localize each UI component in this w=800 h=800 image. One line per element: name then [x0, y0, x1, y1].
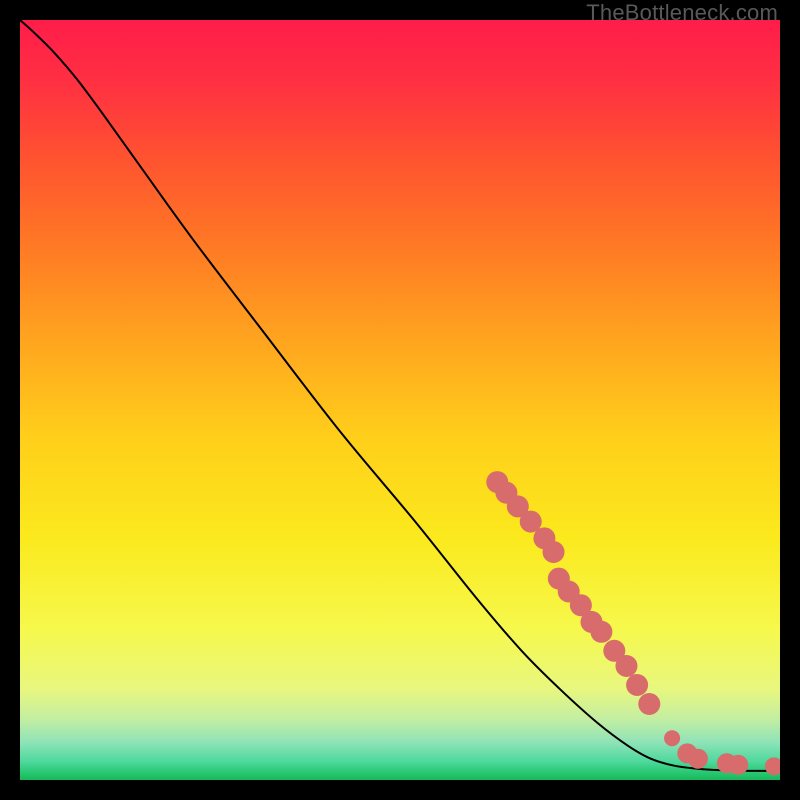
data-point-marker: [626, 674, 648, 696]
data-point-marker: [688, 749, 708, 769]
plot-area: [20, 20, 780, 780]
watermark-text: TheBottleneck.com: [586, 0, 778, 26]
chart-overlay: [20, 20, 780, 780]
figure-frame: TheBottleneck.com: [0, 0, 800, 800]
data-markers: [486, 471, 780, 775]
data-point-marker: [638, 693, 660, 715]
data-point-marker: [590, 621, 612, 643]
data-point-marker: [728, 755, 748, 775]
data-point-marker: [615, 655, 637, 677]
data-point-marker: [664, 730, 680, 746]
data-point-marker: [543, 541, 565, 563]
data-point-marker: [765, 757, 780, 775]
performance-curve: [20, 20, 780, 771]
